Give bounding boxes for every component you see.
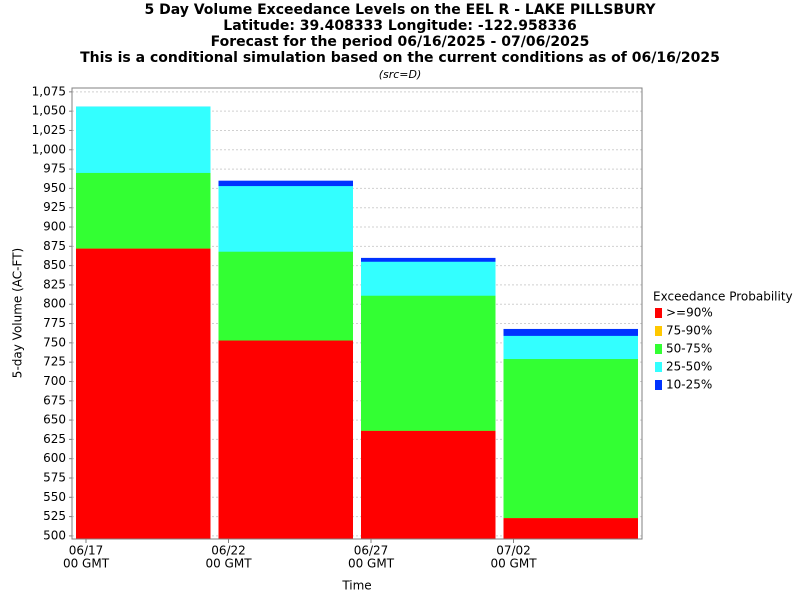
legend-title: Exceedance Probability [653,290,793,304]
legend-swatch [655,344,662,354]
y-tick-label: 675 [43,393,66,407]
legend-swatch [655,326,662,336]
chart-title: 5 Day Volume Exceedance Levels on the EE… [144,2,656,18]
y-tick-label: 525 [43,509,66,523]
y-tick-label: 625 [43,432,66,446]
x-tick-sublabel: 00 GMT [348,557,395,571]
y-tick-label: 925 [43,200,66,214]
y-tick-label: 950 [43,181,66,195]
x-tick-label: 06/17 [69,544,104,558]
chart-subtitle: (src=D) [379,68,422,81]
y-tick-label: 600 [43,451,66,465]
chart-title: Forecast for the period 06/16/2025 - 07/… [211,34,590,50]
y-tick-label: 500 [43,528,66,542]
legend-swatch [655,380,662,390]
y-tick-label: 975 [43,162,66,176]
bar-segment [503,518,638,539]
y-tick-label: 725 [43,355,66,369]
bar-segment [76,248,211,540]
y-tick-label: 825 [43,277,66,291]
y-tick-label: 650 [43,413,66,427]
y-tick-label: 1,000 [32,142,66,156]
y-tick-label: 1,075 [32,84,66,98]
y-tick-label: 750 [43,335,66,349]
x-tick-label: 06/22 [211,544,246,558]
legend-label: 75-90% [666,324,712,338]
legend-label: 25-50% [666,360,712,374]
y-tick-label: 850 [43,258,66,272]
x-tick-sublabel: 00 GMT [490,557,537,571]
legend-swatch [655,362,662,372]
bar-segment [503,359,638,539]
x-axis-label: Time [341,579,371,593]
y-tick-label: 900 [43,220,66,234]
bar-segment [361,430,496,539]
chart-title: This is a conditional simulation based o… [80,50,720,66]
y-tick-label: 1,050 [32,104,66,118]
legend-label: >=90% [666,306,713,320]
chart-title: Latitude: 39.408333 Longitude: -122.9583… [223,18,576,34]
bar-segment [218,340,353,539]
y-tick-label: 775 [43,316,66,330]
legend-swatch [655,308,662,318]
y-tick-label: 700 [43,374,66,388]
y-tick-label: 575 [43,470,66,484]
y-axis-label: 5-day Volume (AC-FT) [11,248,25,378]
y-tick-label: 800 [43,297,66,311]
legend-label: 50-75% [666,342,712,356]
legend-label: 10-25% [666,378,712,392]
x-tick-sublabel: 00 GMT [205,557,252,571]
y-tick-label: 1,025 [32,123,66,137]
x-tick-sublabel: 00 GMT [63,557,110,571]
plot-border [71,87,643,540]
y-tick-label: 875 [43,239,66,253]
x-tick-label: 06/27 [354,544,389,558]
y-tick-label: 550 [43,490,66,504]
x-tick-label: 07/02 [496,544,531,558]
